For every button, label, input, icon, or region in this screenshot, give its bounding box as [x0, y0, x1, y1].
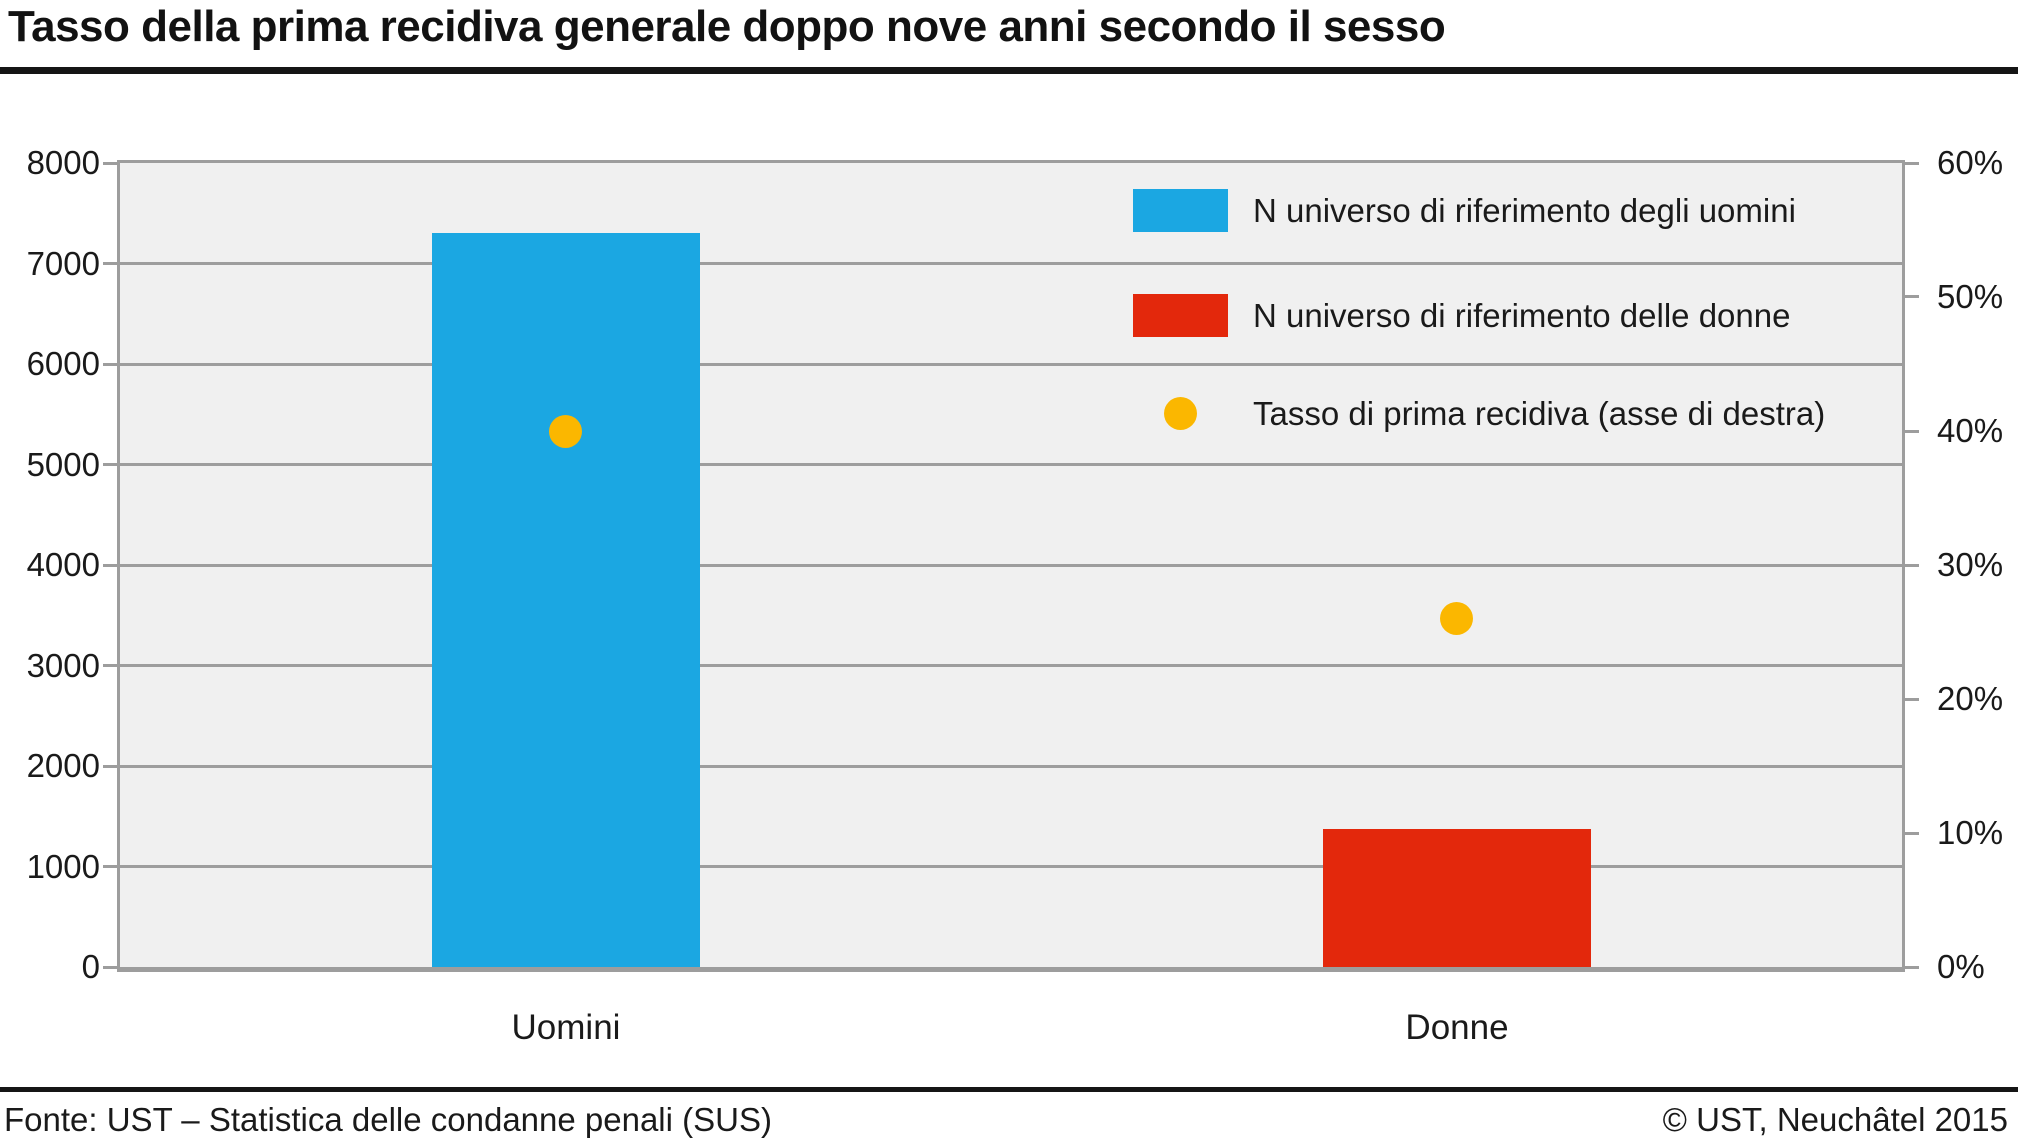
left-axis-tick [103, 262, 117, 265]
copyright-note: © UST, Neuchâtel 2015 [1662, 1101, 2008, 1138]
left-axis-tick-label: 1000 [26, 848, 100, 885]
right-axis-tick [1905, 295, 1919, 298]
gridline [120, 564, 1902, 567]
left-axis-tick-label: 7000 [26, 245, 100, 282]
legend-label: N universo di riferimento degli uomini [1253, 191, 1796, 229]
plot-area [103, 160, 1919, 972]
legend-dot-icon [1164, 397, 1197, 430]
right-axis-tick-label: 60% [1937, 144, 2004, 181]
left-axis-tick [103, 765, 117, 768]
right-axis-tick [1905, 698, 1919, 701]
rate-dot-donne [1440, 602, 1473, 635]
right-axis-tick-label: 20% [1937, 680, 2004, 717]
left-axis-tick [103, 966, 117, 969]
left-axis-tick [103, 865, 117, 868]
rate-dot-uomini [549, 415, 582, 448]
right-axis-tick [1905, 832, 1919, 835]
left-axis-tick [103, 664, 117, 667]
right-axis-tick-label: 40% [1937, 412, 2004, 449]
left-axis-tick [103, 564, 117, 567]
legend-square-icon [1133, 294, 1228, 337]
left-axis-tick [103, 162, 117, 165]
right-axis-tick [1905, 430, 1919, 433]
right-axis-tick-label: 30% [1937, 546, 2004, 583]
right-axis-tick-label: 0% [1937, 948, 1985, 985]
left-axis-tick-label: 8000 [26, 144, 100, 181]
category-label: Uomini [511, 1008, 621, 1047]
left-axis-tick [103, 363, 117, 366]
legend-item: N universo di riferimento delle donne [1133, 294, 1790, 337]
right-axis-tick [1905, 162, 1919, 165]
legend-label: Tasso di prima recidiva (asse di destra) [1253, 394, 1826, 432]
left-axis-tick-label: 2000 [26, 747, 100, 784]
footer-rule [0, 1087, 2018, 1092]
source-note: Fonte: UST – Statistica delle condanne p… [4, 1101, 772, 1138]
left-axis-tick-label: 6000 [26, 345, 100, 382]
legend-square-icon [1133, 189, 1228, 232]
chart-title: Tasso della prima recidiva generale dopp… [8, 2, 1446, 51]
left-axis-tick-label: 4000 [26, 546, 100, 583]
legend-item: N universo di riferimento degli uomini [1133, 189, 1796, 232]
bar-donne [1323, 829, 1591, 967]
title-rule [0, 67, 2018, 74]
category-label: Donne [1405, 1008, 1509, 1047]
left-axis-tick-label: 3000 [26, 647, 100, 684]
legend-label: N universo di riferimento delle donne [1253, 296, 1791, 334]
legend-item: Tasso di prima recidiva (asse di destra) [1133, 392, 1825, 435]
gridline [120, 262, 1902, 265]
bar-uomini [432, 233, 700, 967]
left-axis-tick-label: 5000 [26, 446, 100, 483]
right-axis-tick-label: 10% [1937, 814, 2004, 851]
gridline [120, 363, 1902, 366]
left-axis-tick-label: 0 [81, 948, 100, 985]
gridline [120, 765, 1902, 768]
legend-marker-area [1133, 392, 1228, 435]
right-axis-tick-label: 50% [1937, 278, 2004, 315]
right-axis-tick [1905, 966, 1919, 969]
left-axis-tick [103, 463, 117, 466]
gridline [120, 463, 1902, 466]
footer: Fonte: UST – Statistica delle condanne p… [4, 1101, 2008, 1139]
right-axis-tick [1905, 564, 1919, 567]
gridline [120, 664, 1902, 667]
gridline [120, 865, 1902, 868]
